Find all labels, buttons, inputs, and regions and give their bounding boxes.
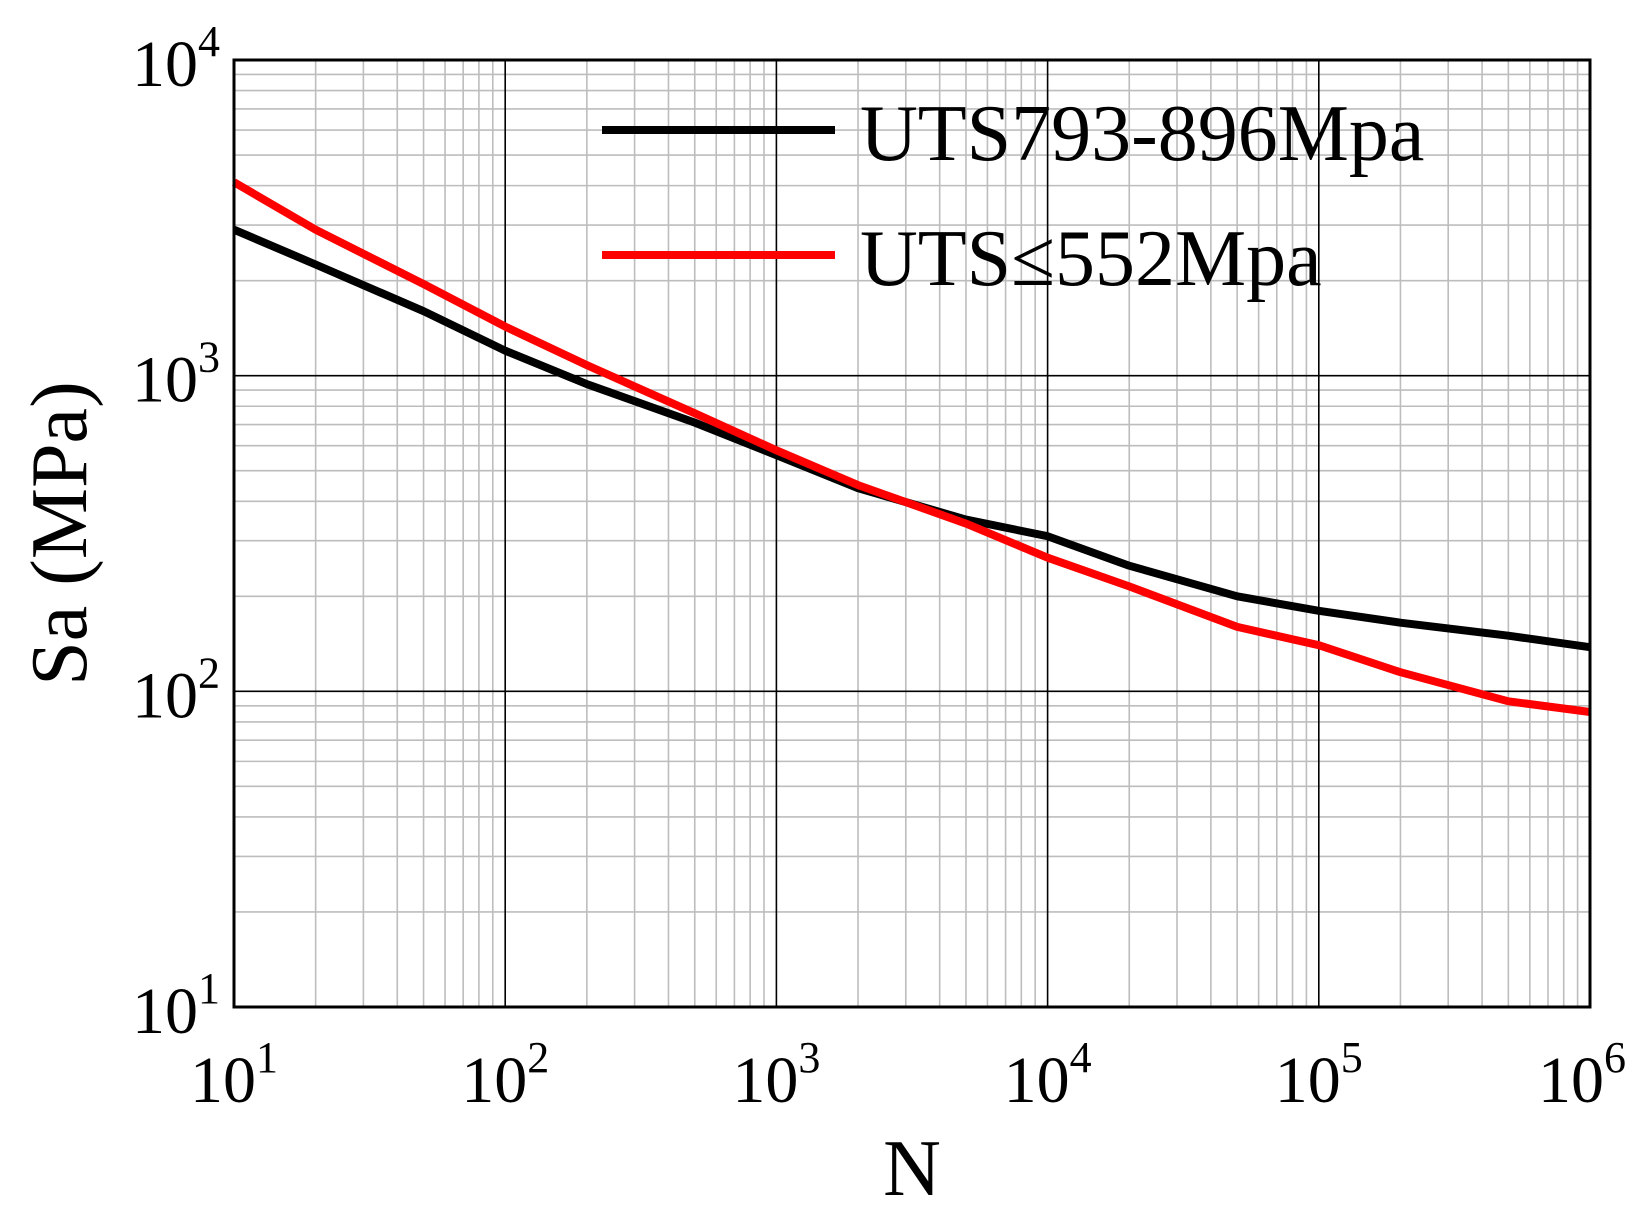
series-line-2 <box>231 178 1591 716</box>
y-axis-ticks: 101 102 103 104 <box>132 17 220 1048</box>
x-tick-label: 104 <box>1004 1033 1092 1117</box>
x-axis-label: N <box>883 1125 941 1213</box>
y-axis-label: Sa (MPa) <box>16 381 104 685</box>
plot-frame <box>232 58 1592 1009</box>
x-tick-label: 105 <box>1275 1033 1363 1117</box>
minor-gridlines <box>234 60 1590 1007</box>
legend-label-1: UTS793-896Mpa <box>860 90 1424 178</box>
y-tick-label: 104 <box>132 17 220 101</box>
legend-label-2: UTS≤552Mpa <box>860 215 1322 303</box>
x-tick-label: 106 <box>1538 1033 1626 1117</box>
legend: UTS793-896Mpa UTS≤552Mpa <box>602 90 1424 303</box>
y-tick-label: 103 <box>132 333 220 417</box>
x-tick-label: 102 <box>461 1033 549 1117</box>
series-lines <box>231 178 1591 716</box>
x-tick-label: 103 <box>732 1033 820 1117</box>
x-tick-label: 101 <box>190 1033 278 1117</box>
y-tick-label: 101 <box>132 964 220 1048</box>
y-tick-label: 102 <box>132 648 220 732</box>
x-axis-ticks: 101 102 103 104 105 106 <box>190 1033 1626 1117</box>
